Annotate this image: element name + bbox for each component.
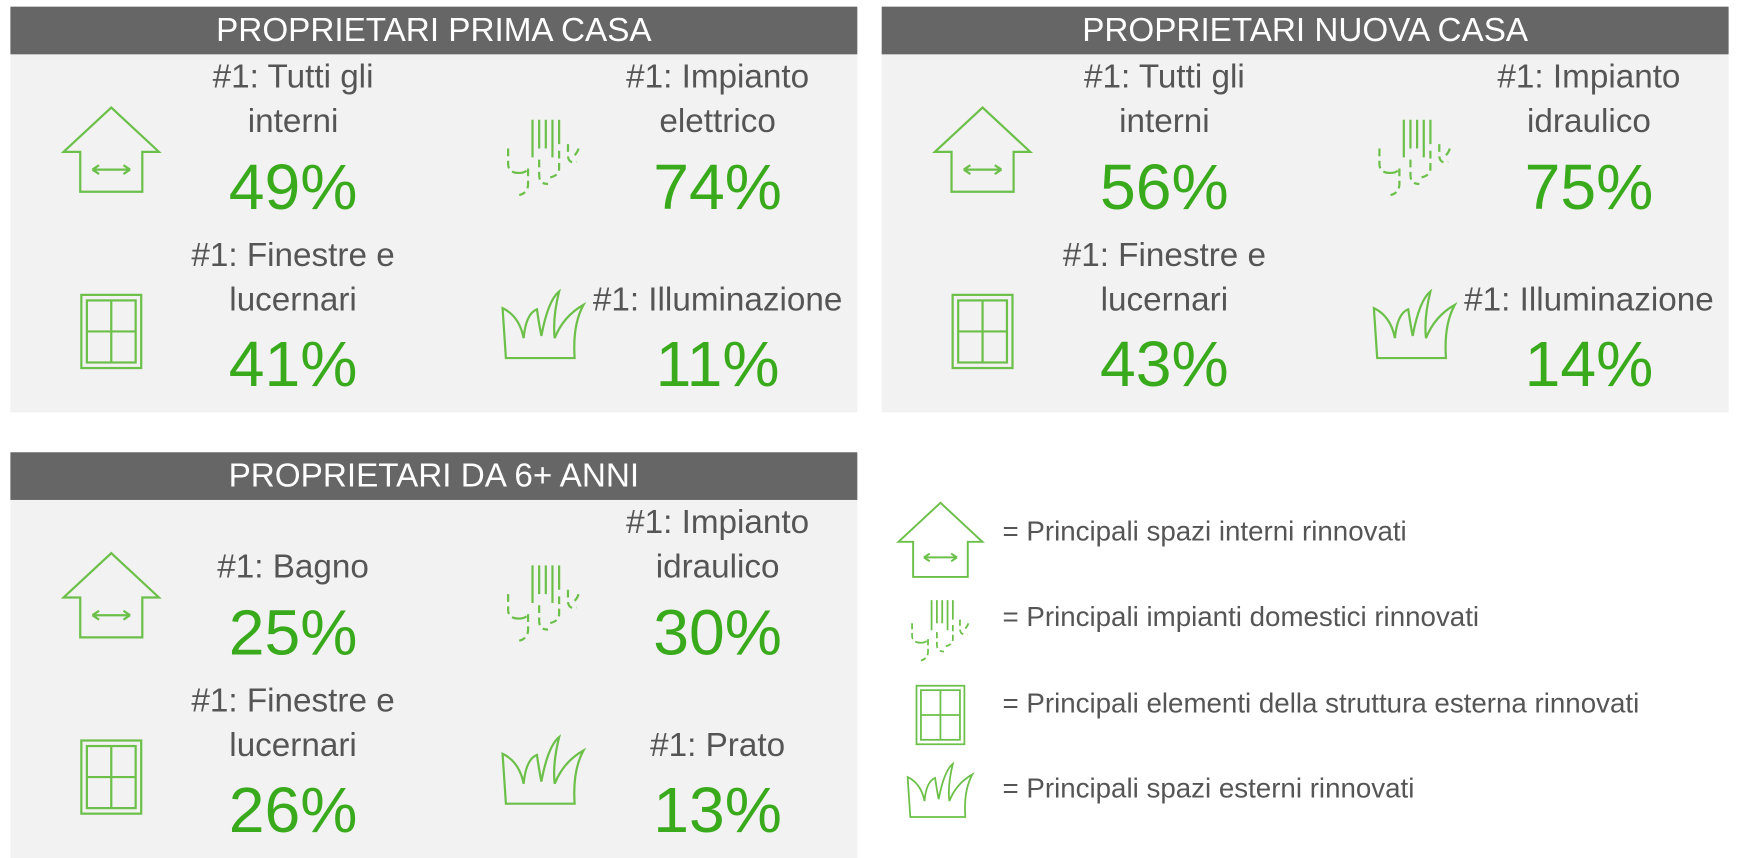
- item-label: #1: Bagno: [217, 548, 369, 585]
- item-percent: 26%: [229, 774, 358, 846]
- panel-title: PROPRIETARI NUOVA CASA: [1082, 12, 1529, 49]
- item-label: #1: Finestre e: [1063, 237, 1266, 274]
- item-label: idraulico: [1527, 103, 1651, 140]
- item-label: interni: [1119, 103, 1210, 140]
- item-percent: 56%: [1100, 151, 1229, 223]
- item-percent: 75%: [1525, 151, 1654, 223]
- item-label: #1: Tutti gli: [213, 58, 374, 95]
- item-label: lucernari: [229, 281, 357, 318]
- icon: [915, 684, 966, 746]
- item-label: lucernari: [1101, 281, 1229, 318]
- item-percent: 14%: [1525, 328, 1654, 400]
- item-label: idraulico: [656, 548, 780, 585]
- item-label: #1: Illuminazione: [1464, 281, 1714, 318]
- item-label: #1: Impianto: [1497, 58, 1680, 95]
- item-percent: 13%: [653, 774, 782, 846]
- panel-header: [881, 6, 1729, 55]
- legend-text: = Principali impianti domestici rinnovat…: [1003, 601, 1480, 632]
- item-percent: 11%: [656, 328, 780, 400]
- item-label: #1: Tutti gli: [1084, 58, 1245, 95]
- legend-text: = Principali spazi esterni rinnovati: [1003, 773, 1415, 804]
- legend-text: = Principali spazi interni rinnovati: [1003, 516, 1407, 547]
- item-label: #1: Prato: [650, 727, 785, 764]
- item-label: lucernari: [229, 727, 357, 764]
- panel: [10, 6, 858, 413]
- item-percent: 43%: [1100, 328, 1229, 400]
- item-label: #1: Impianto: [626, 58, 809, 95]
- panel-header: [10, 6, 858, 55]
- panel: [10, 452, 858, 858]
- item-percent: 41%: [229, 328, 358, 400]
- item-percent: 30%: [653, 596, 782, 668]
- panel: [881, 6, 1729, 413]
- legend-text: = Principali elementi della struttura es…: [1003, 687, 1640, 718]
- item-percent: 74%: [653, 151, 782, 223]
- item-label: #1: Illuminazione: [593, 281, 843, 318]
- icon: [911, 599, 970, 662]
- panel-header: [10, 452, 858, 500]
- item-label: interni: [248, 103, 339, 140]
- item-label: #1: Finestre e: [191, 237, 394, 274]
- item-label: #1: Impianto: [626, 504, 809, 541]
- icon: [906, 762, 974, 818]
- item-percent: 25%: [229, 596, 358, 668]
- item-label: #1: Finestre e: [191, 683, 394, 720]
- panel-title: PROPRIETARI PRIMA CASA: [216, 12, 652, 49]
- icon: [897, 501, 984, 578]
- item-label: elettrico: [659, 103, 775, 140]
- item-percent: 49%: [229, 151, 358, 223]
- panel-title: PROPRIETARI DA 6+ ANNI: [229, 458, 640, 495]
